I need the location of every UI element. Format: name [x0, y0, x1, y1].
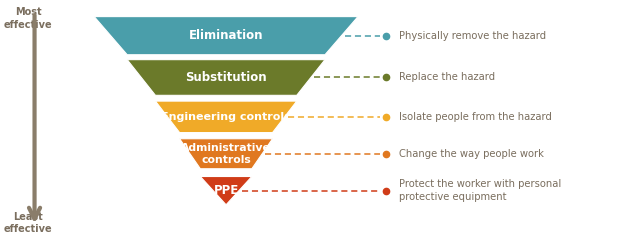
Text: Administrative
controls: Administrative controls — [181, 143, 271, 165]
Polygon shape — [200, 177, 252, 205]
Text: Replace the hazard: Replace the hazard — [399, 73, 495, 82]
Polygon shape — [156, 101, 296, 133]
Text: Elimination: Elimination — [189, 29, 263, 42]
Text: Protect the worker with personal
protective equipment: Protect the worker with personal protect… — [399, 179, 561, 202]
Text: Engineering controls: Engineering controls — [161, 112, 291, 122]
Text: Least
effective: Least effective — [4, 212, 53, 234]
Text: Most
effective: Most effective — [4, 7, 53, 30]
Polygon shape — [180, 139, 273, 169]
Polygon shape — [127, 60, 325, 95]
Text: Physically remove the hazard: Physically remove the hazard — [399, 31, 546, 41]
Text: Change the way people work: Change the way people work — [399, 149, 544, 159]
Text: PPE: PPE — [214, 184, 239, 197]
Polygon shape — [94, 16, 358, 55]
Text: Substitution: Substitution — [185, 71, 267, 84]
Text: Isolate people from the hazard: Isolate people from the hazard — [399, 112, 551, 122]
